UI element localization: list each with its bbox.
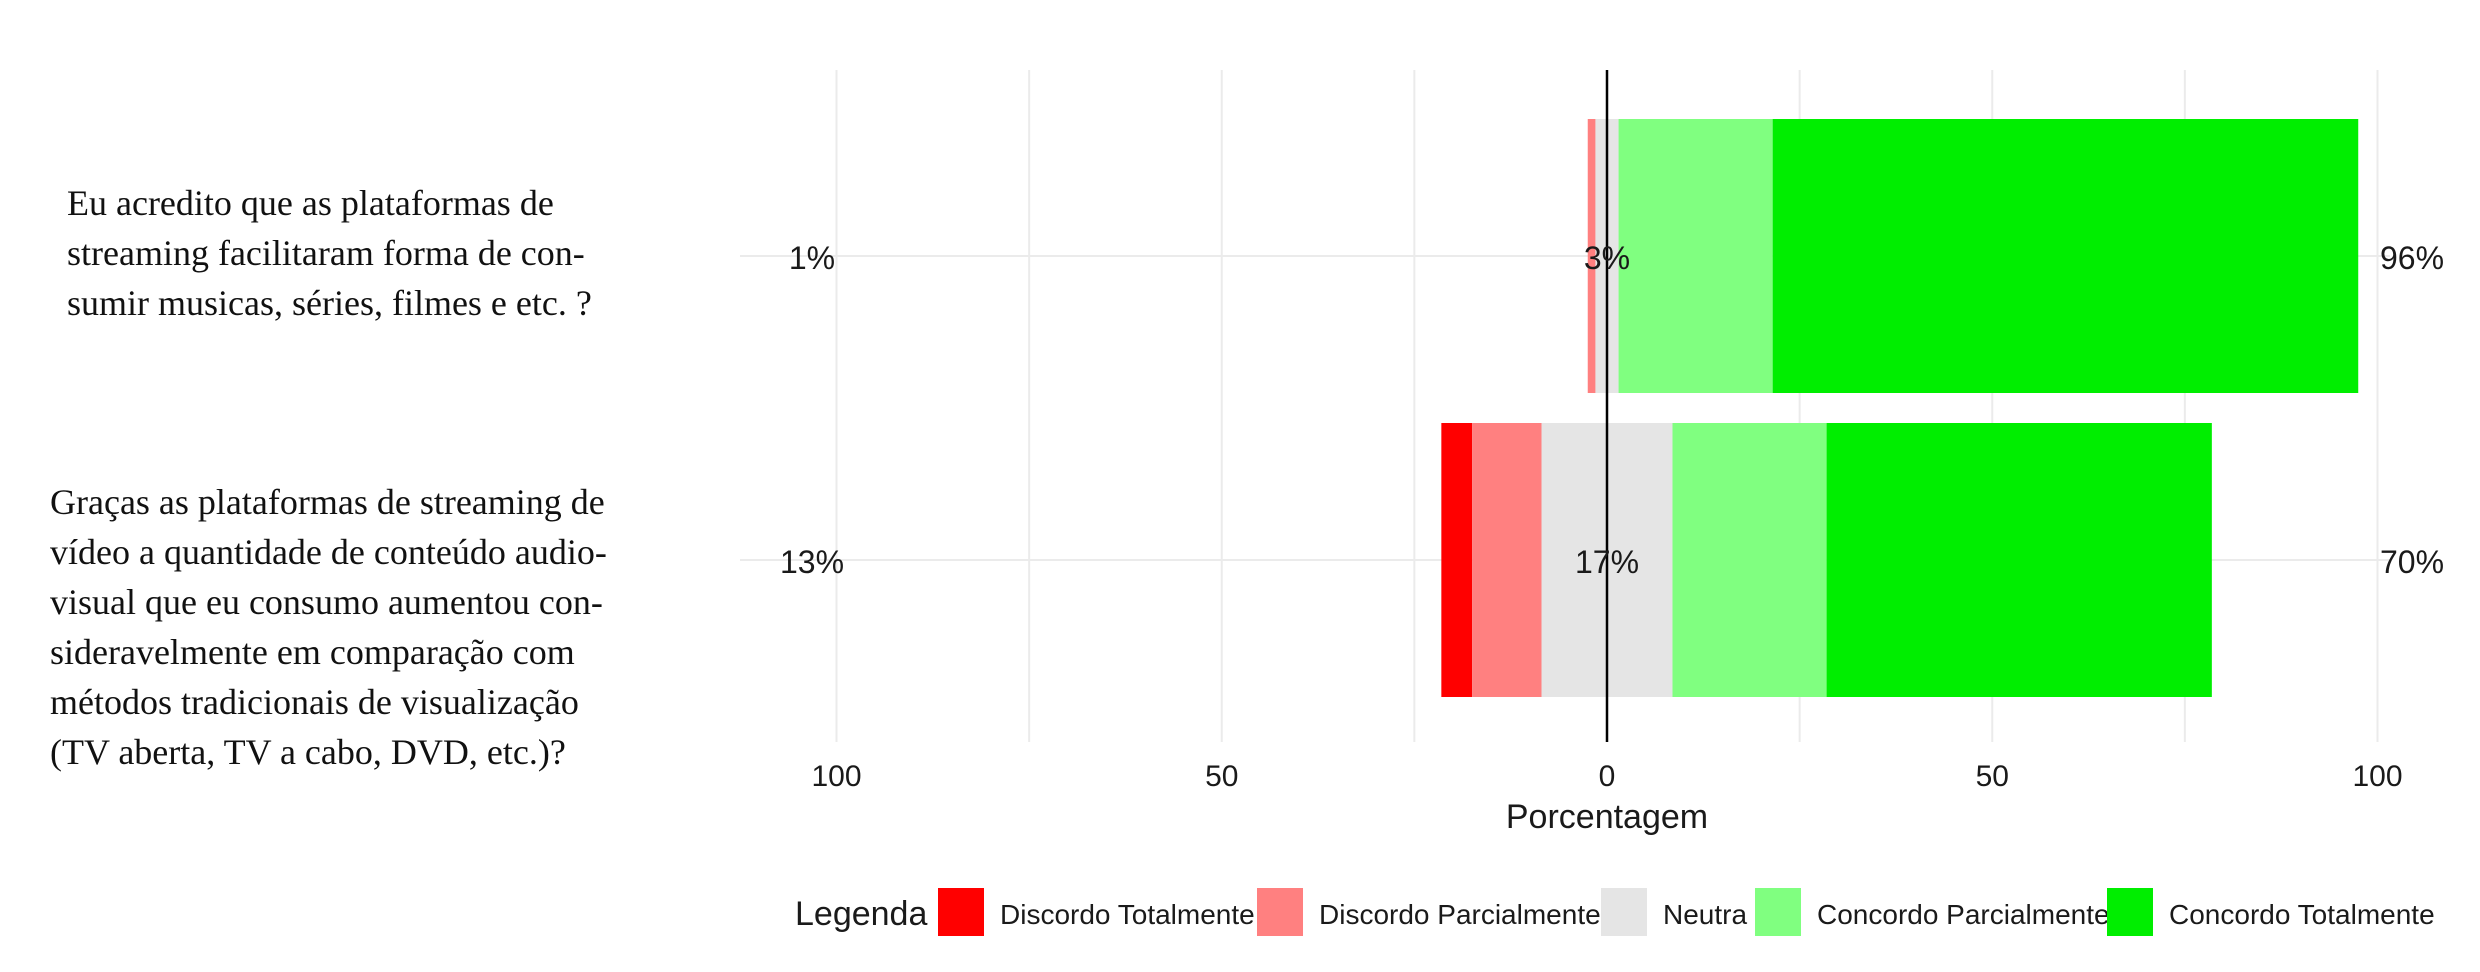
bar-segment bbox=[1618, 119, 1773, 393]
legend-label: Neutra bbox=[1663, 899, 1747, 930]
center-percentage-label: 3% bbox=[1584, 240, 1630, 276]
legend-swatch bbox=[938, 888, 984, 936]
x-axis: 100 50 0 50 100 Porcentagem bbox=[811, 760, 2402, 836]
left-percentage-label: 13% bbox=[780, 544, 844, 580]
x-axis-title: Porcentagem bbox=[1506, 798, 1708, 836]
legend-label: Concordo Parcialmente bbox=[1817, 899, 2110, 930]
legend-title: Legenda bbox=[795, 895, 927, 933]
legend-swatch bbox=[2107, 888, 2153, 936]
bar-segment bbox=[1587, 119, 1596, 393]
legend-swatch bbox=[1755, 888, 1801, 936]
x-tick-label: 50 bbox=[1976, 760, 2009, 793]
legend-label: Concordo Totalmente bbox=[2169, 899, 2435, 930]
right-percentage-label: 96% bbox=[2380, 240, 2444, 276]
legend-swatch bbox=[1601, 888, 1647, 936]
legend-label: Discordo Totalmente bbox=[1000, 899, 1255, 930]
bar-segment bbox=[1672, 423, 1827, 697]
legend-label: Discordo Parcialmente bbox=[1319, 899, 1601, 930]
bars bbox=[1441, 70, 2359, 742]
bar-segment bbox=[1441, 423, 1473, 697]
question-2-label: Graças as plataformas de streaming de ví… bbox=[50, 482, 607, 772]
center-percentage-label: 17% bbox=[1575, 544, 1639, 580]
x-tick-label: 100 bbox=[811, 760, 861, 793]
legend-swatch bbox=[1257, 888, 1303, 936]
left-percentage-label: 1% bbox=[789, 240, 835, 276]
x-tick-label: 0 bbox=[1599, 760, 1616, 793]
bar-segment bbox=[1826, 423, 2212, 697]
x-tick-label: 100 bbox=[2352, 760, 2402, 793]
bar-segment bbox=[1472, 423, 1542, 697]
bar-segment bbox=[1772, 119, 2359, 393]
legend: Legenda Discordo Totalmente Discordo Parci… bbox=[795, 888, 2435, 936]
x-tick-label: 50 bbox=[1205, 760, 1238, 793]
right-percentage-label: 70% bbox=[2380, 544, 2444, 580]
percentage-labels: 1% 3% 96% 13% 17% 70% bbox=[780, 240, 2444, 580]
question-1-label: Eu acredito que as plataformas de stream… bbox=[67, 183, 592, 323]
